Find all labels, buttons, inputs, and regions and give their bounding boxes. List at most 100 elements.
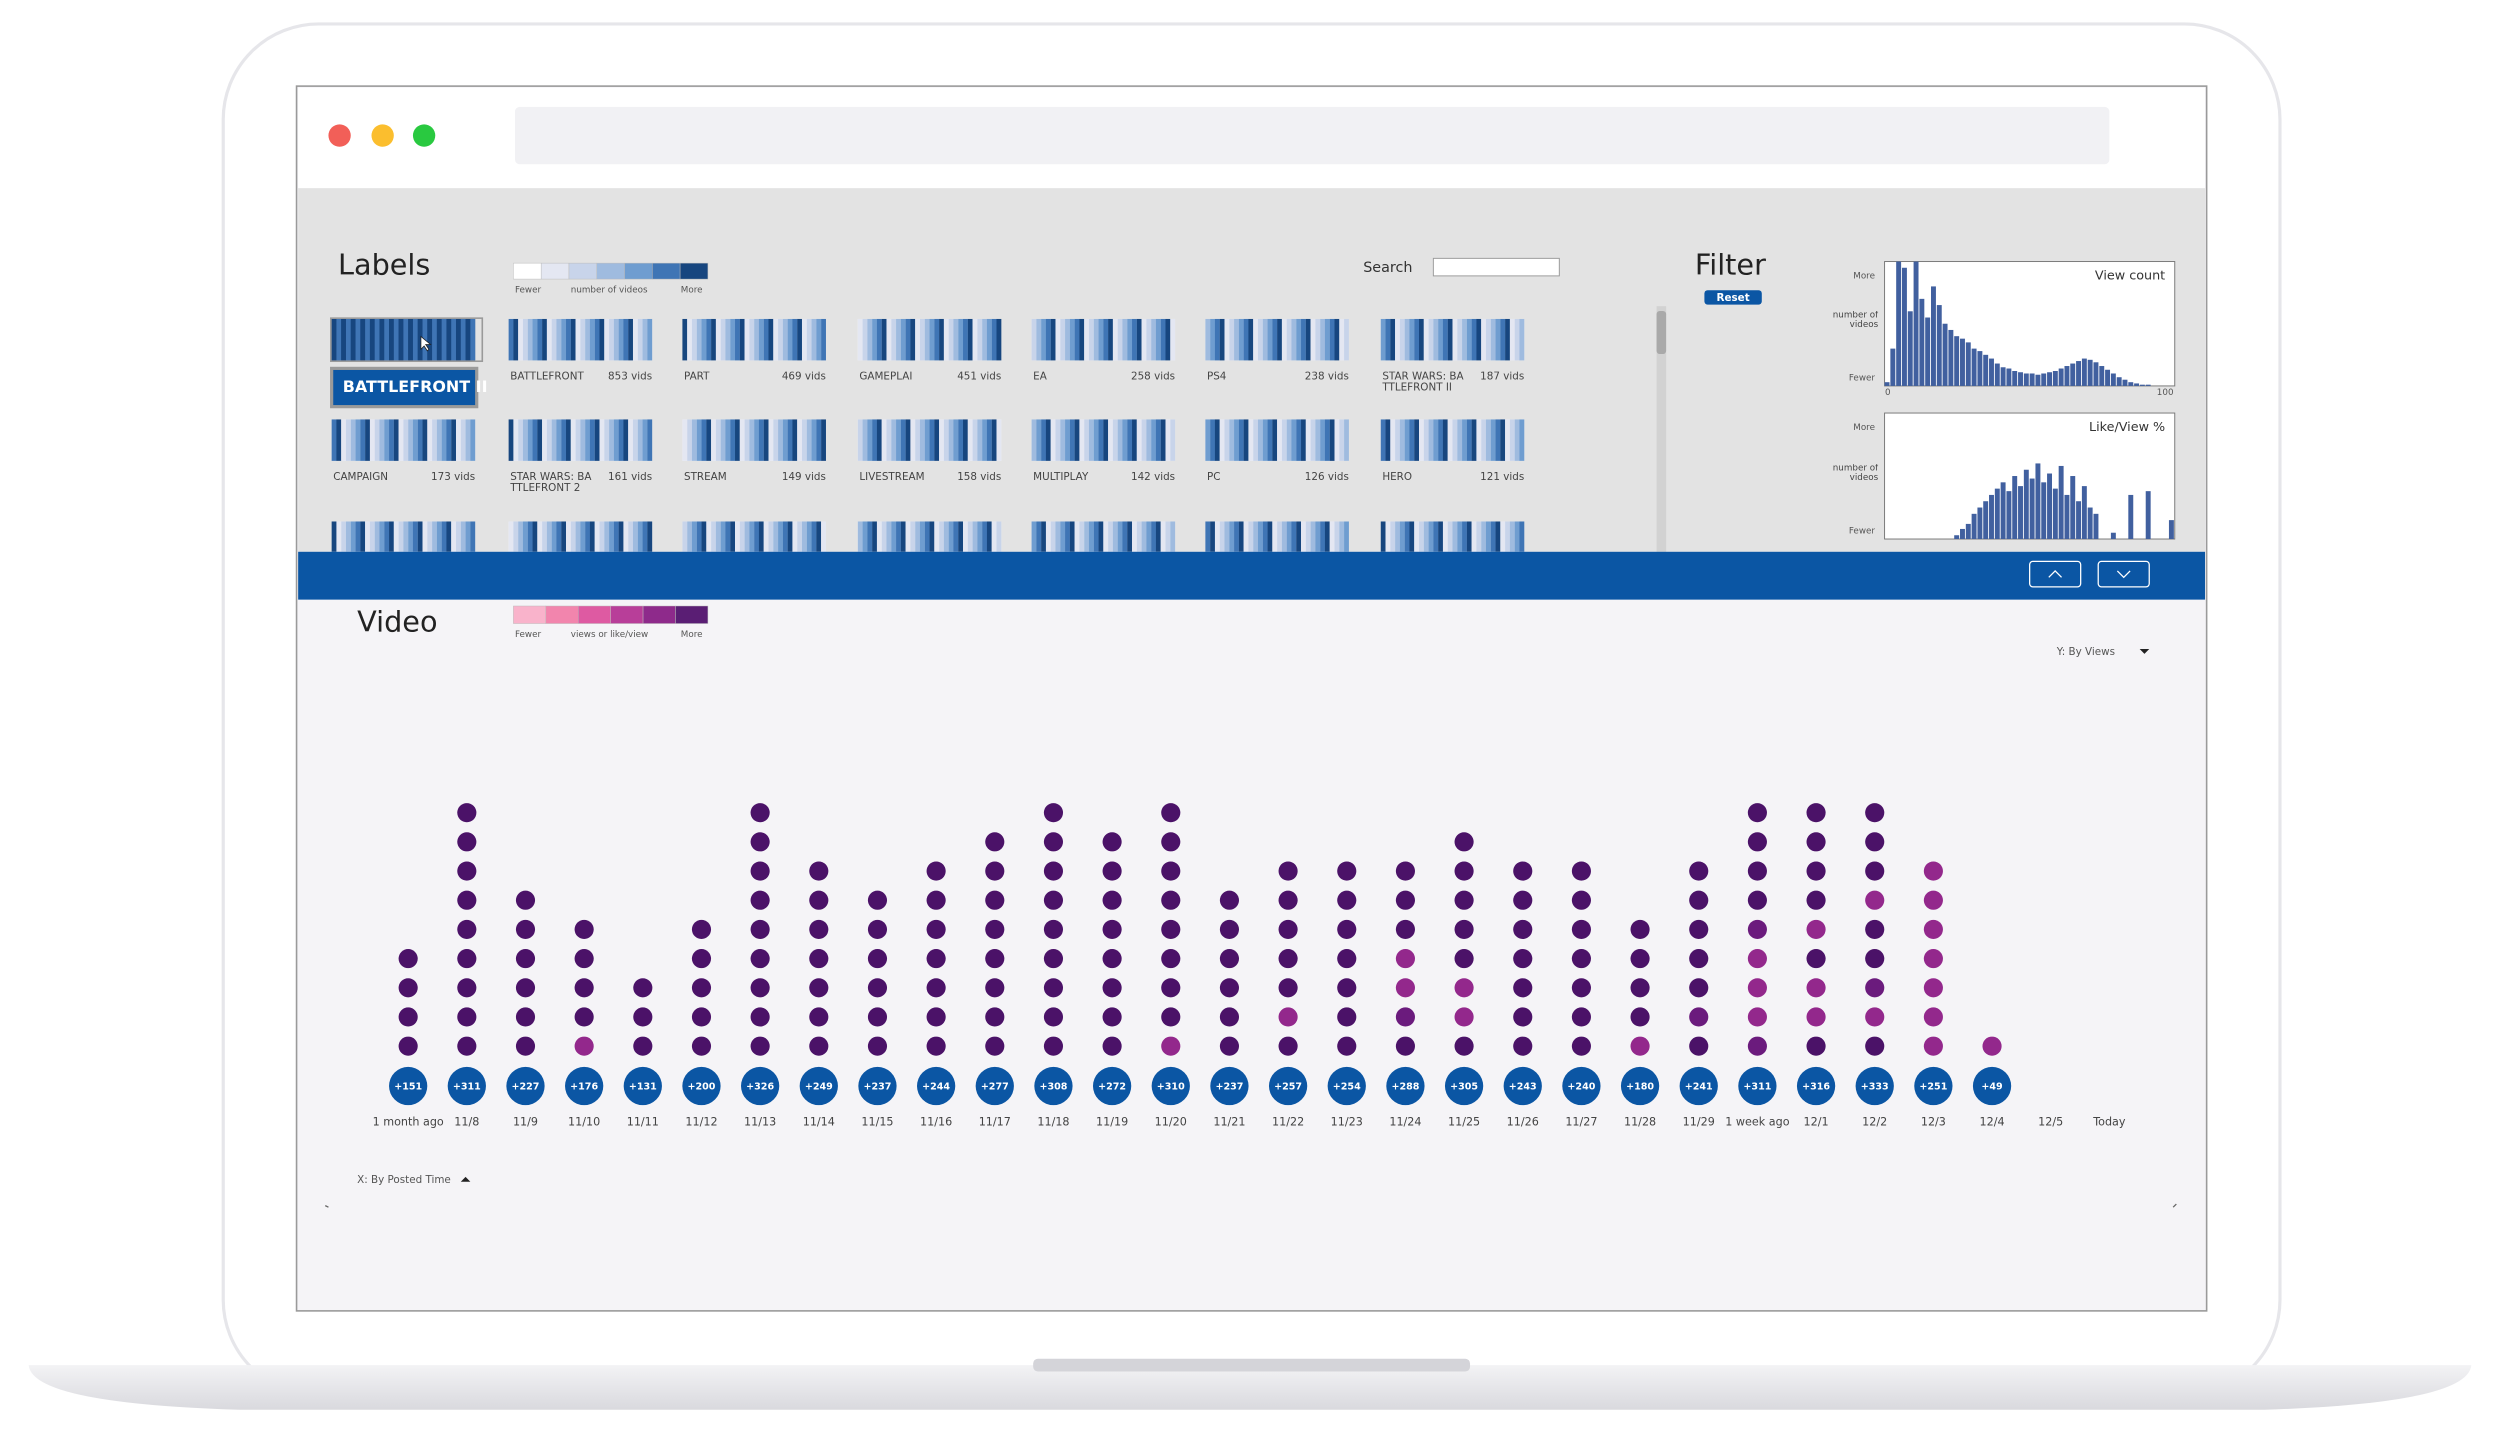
video-dot[interactable] [1513, 1036, 1533, 1056]
video-dot[interactable] [867, 1036, 888, 1056]
video-dot[interactable] [457, 978, 477, 998]
video-dot[interactable] [1689, 978, 1709, 998]
video-dot[interactable] [750, 1007, 770, 1027]
video-dot[interactable] [633, 978, 653, 998]
video-dot[interactable] [515, 978, 536, 998]
video-dot[interactable] [1865, 890, 1885, 910]
video-dot[interactable] [809, 1036, 829, 1056]
video-dot[interactable] [691, 1007, 712, 1027]
video-dot[interactable] [1513, 1007, 1533, 1027]
video-dot[interactable] [1043, 949, 1064, 969]
video-dot[interactable] [457, 832, 477, 852]
video-dot[interactable] [398, 949, 418, 969]
video-dot[interactable] [1337, 1036, 1357, 1056]
video-dot[interactable] [1923, 861, 1943, 881]
label-name[interactable]: STAR WARS: BATTLEFRONT 2 [510, 472, 592, 496]
video-dot[interactable] [1102, 890, 1122, 910]
video-dot[interactable] [1806, 861, 1826, 881]
video-dot[interactable] [1806, 919, 1826, 939]
video-dot[interactable] [1865, 861, 1885, 881]
video-dot[interactable] [926, 1007, 946, 1027]
video-dot[interactable] [1278, 919, 1298, 939]
video-dot[interactable] [1278, 978, 1298, 998]
video-dot[interactable] [515, 949, 536, 969]
video-dot[interactable] [1689, 919, 1709, 939]
video-dot[interactable] [1865, 919, 1885, 939]
video-dot[interactable] [1043, 890, 1064, 910]
window-minimize[interactable] [371, 124, 394, 147]
video-dot[interactable] [985, 832, 1005, 852]
video-dot[interactable] [1219, 890, 1240, 910]
video-dot[interactable] [1278, 861, 1298, 881]
video-dot[interactable] [750, 919, 770, 939]
video-dot[interactable] [1923, 1036, 1943, 1056]
x-selector-arrow[interactable] [460, 1176, 471, 1182]
video-dot[interactable] [867, 949, 888, 969]
video-dot[interactable] [1865, 978, 1885, 998]
video-dot[interactable] [574, 949, 594, 969]
video-dot[interactable] [1571, 949, 1591, 969]
video-dot[interactable] [1865, 1007, 1885, 1027]
video-dot[interactable] [1161, 919, 1181, 939]
video-dot[interactable] [1689, 949, 1709, 969]
video-dot[interactable] [1102, 1007, 1122, 1027]
address-bar[interactable] [514, 106, 2110, 165]
video-dot[interactable] [1278, 890, 1298, 910]
window-maximize[interactable] [412, 124, 436, 147]
video-dot[interactable] [1689, 861, 1709, 881]
video-dot[interactable] [985, 978, 1005, 998]
video-dot[interactable] [457, 803, 477, 823]
video-dot[interactable] [574, 1036, 594, 1056]
reset-label[interactable]: Reset [1717, 292, 1750, 304]
video-dot[interactable] [1513, 949, 1533, 969]
video-dot[interactable] [457, 1036, 477, 1056]
video-dot[interactable] [457, 949, 477, 969]
video-dot[interactable] [1806, 803, 1826, 823]
video-dot[interactable] [809, 919, 829, 939]
video-dot[interactable] [1043, 832, 1064, 852]
video-dot[interactable] [1337, 949, 1357, 969]
video-dot[interactable] [1278, 949, 1298, 969]
video-dot[interactable] [1161, 832, 1181, 852]
label-name[interactable]: STREAM [683, 472, 727, 484]
video-dot[interactable] [1219, 949, 1240, 969]
video-dot[interactable] [1747, 803, 1767, 823]
video-dot[interactable] [515, 1036, 536, 1056]
video-dot[interactable] [691, 1036, 712, 1056]
video-dot[interactable] [574, 1007, 594, 1027]
video-dot[interactable] [1689, 1007, 1709, 1027]
video-dot[interactable] [1747, 890, 1767, 910]
video-dot[interactable] [1102, 978, 1122, 998]
video-dot[interactable] [1513, 919, 1533, 939]
video-dot[interactable] [1161, 949, 1181, 969]
video-dot[interactable] [985, 919, 1005, 939]
video-dot[interactable] [457, 861, 477, 881]
video-dot[interactable] [1395, 919, 1415, 939]
video-dot[interactable] [1454, 949, 1474, 969]
video-dot[interactable] [750, 832, 770, 852]
video-dot[interactable] [867, 978, 888, 998]
video-dot[interactable] [1923, 1007, 1943, 1027]
video-dot[interactable] [1806, 890, 1826, 910]
label-name[interactable]: EA [1033, 371, 1047, 383]
video-dot[interactable] [1865, 949, 1885, 969]
collapse-up-button[interactable] [2029, 560, 2082, 588]
video-dot[interactable] [750, 890, 770, 910]
video-dot[interactable] [1337, 890, 1357, 910]
video-dot[interactable] [1102, 861, 1122, 881]
video-dot[interactable] [633, 1036, 653, 1056]
video-dot[interactable] [1161, 803, 1181, 823]
video-dot[interactable] [457, 919, 477, 939]
video-dot[interactable] [1630, 949, 1650, 969]
video-dot[interactable] [1806, 949, 1826, 969]
video-dot[interactable] [1571, 1036, 1591, 1056]
video-dot[interactable] [809, 861, 829, 881]
video-dot[interactable] [926, 919, 946, 939]
video-dot[interactable] [1923, 890, 1943, 910]
video-dot[interactable] [1454, 978, 1474, 998]
video-dot[interactable] [1043, 1007, 1064, 1027]
video-dot[interactable] [1571, 890, 1591, 910]
label-name[interactable]: BATTLEFRONT [510, 371, 584, 383]
video-dot[interactable] [1395, 1036, 1415, 1056]
video-dot[interactable] [867, 890, 888, 910]
